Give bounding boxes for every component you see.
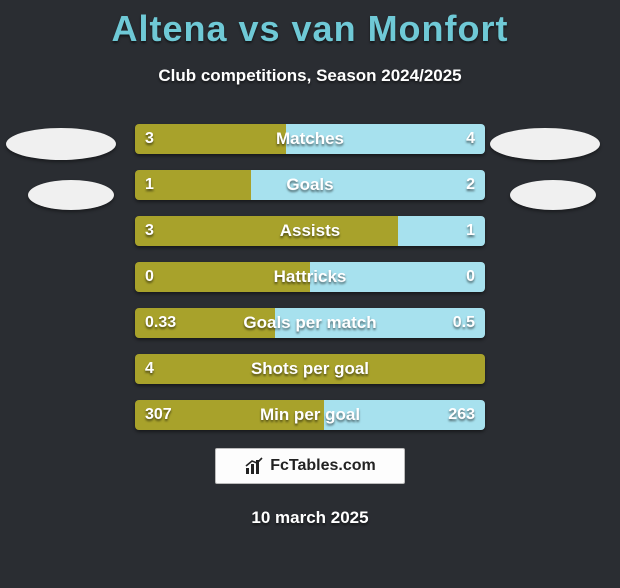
player-badge-ellipse — [510, 180, 596, 210]
player-badge-ellipse — [490, 128, 600, 160]
stat-row: 34Matches — [135, 124, 485, 154]
stat-row: 0.330.5Goals per match — [135, 308, 485, 338]
subtitle: Club competitions, Season 2024/2025 — [0, 66, 620, 86]
stat-row: 00Hattricks — [135, 262, 485, 292]
stat-label: Shots per goal — [135, 354, 485, 384]
player-badge-ellipse — [6, 128, 116, 160]
stat-label: Goals — [135, 170, 485, 200]
rows-container: 34Matches 12Goals 31Assists 00Hattricks 0.33… — [0, 124, 620, 430]
stat-row: 31Assists — [135, 216, 485, 246]
brand-text: FcTables.com — [270, 457, 376, 475]
stat-label: Goals per match — [135, 308, 485, 338]
stat-row: 12Goals — [135, 170, 485, 200]
stat-row: 307263Min per goal — [135, 400, 485, 430]
brand-badge[interactable]: FcTables.com — [215, 448, 405, 484]
brand-logo-icon — [244, 456, 264, 476]
page-title: Altena vs van Monfort — [0, 8, 620, 50]
stat-label: Min per goal — [135, 400, 485, 430]
date-text: 10 march 2025 — [0, 508, 620, 528]
comparison-chart: 34Matches 12Goals 31Assists 00Hattricks 0.33… — [0, 124, 620, 430]
stat-label: Matches — [135, 124, 485, 154]
player-badge-ellipse — [28, 180, 114, 210]
stat-label: Hattricks — [135, 262, 485, 292]
stat-row: 4Shots per goal — [135, 354, 485, 384]
stat-label: Assists — [135, 216, 485, 246]
